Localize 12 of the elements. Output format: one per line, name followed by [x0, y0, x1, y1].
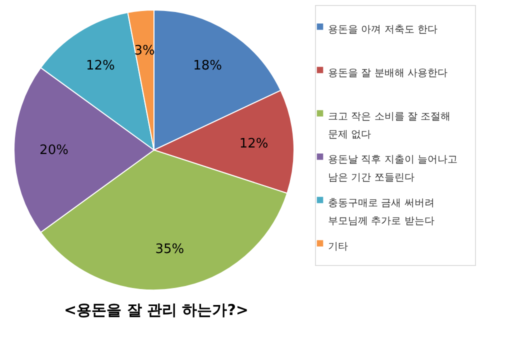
legend-label: 용돈날 직후 지출이 늘어나고 남은 기간 쪼들린다 — [328, 154, 458, 184]
legend-label: 충동구매로 금새 써버려 부모님께 추가로 받는다 — [328, 198, 434, 227]
data-label: 18% — [193, 58, 222, 74]
data-label: 12% — [86, 58, 115, 74]
data-label: 35% — [155, 242, 184, 257]
legend-label: 용돈을 잘 분배해 사용한다 — [328, 68, 448, 79]
text: <용돈을 잘 관리 하는가?> — [64, 301, 249, 319]
legend-label: 용돈을 아껴 저축도 한다 — [328, 24, 438, 36]
legend-label: 기타 — [328, 241, 348, 252]
legend-label: 크고 작은 소비를 잘 조절해 문제 없다 — [328, 111, 451, 140]
data-label: 20% — [40, 143, 68, 158]
data-label: 12% — [239, 136, 268, 152]
